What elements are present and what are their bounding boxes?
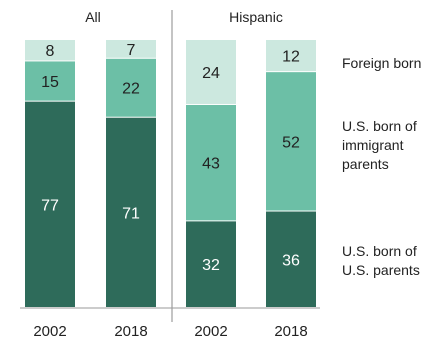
- x-tick-label-hispanic-2002: 2002: [194, 323, 227, 340]
- data-label-all-2002-u-s-born-of-immigrant-parents: 15: [41, 74, 59, 91]
- legend-label-u-s-born-of-immigrant-parents-line-3: parents: [342, 156, 389, 172]
- bar-segment-all-2018-u-s-born-of-immigrant-parents: [106, 58, 156, 117]
- bar-segment-all-2018-foreign-born: [106, 40, 156, 58]
- bar-segment-hispanic-2018-u-s-born-of-immigrant-parents: [266, 72, 316, 211]
- data-label-hispanic-2018-u-s-born-of-immigrant-parents: 52: [282, 134, 300, 151]
- bar-segment-hispanic-2002-u-s-born-of-u-s-parents: [186, 221, 236, 307]
- bar-segment-hispanic-2018-u-s-born-of-u-s-parents: [266, 211, 316, 307]
- panel-title-hispanic: Hispanic: [229, 9, 283, 25]
- data-label-all-2002-foreign-born: 8: [46, 43, 55, 60]
- data-label-all-2018-u-s-born-of-u-s-parents: 71: [122, 205, 140, 222]
- data-label-hispanic-2018-foreign-born: 12: [282, 49, 300, 66]
- bar-segment-all-2018-u-s-born-of-u-s-parents: [106, 117, 156, 307]
- data-label-all-2018-u-s-born-of-immigrant-parents: 22: [122, 81, 140, 98]
- data-label-all-2002-u-s-born-of-u-s-parents: 77: [41, 197, 59, 214]
- legend-label-foreign-born-line-1: Foreign born: [342, 55, 421, 71]
- x-tick-label-hispanic-2018: 2018: [274, 323, 307, 340]
- bar-segment-hispanic-2018-foreign-born: [266, 40, 316, 72]
- bar-segment-all-2002-u-s-born-of-u-s-parents: [25, 101, 75, 307]
- data-label-all-2018-foreign-born: 7: [127, 42, 136, 59]
- legend-label-u-s-born-of-immigrant-parents-line-1: U.S. born of: [342, 118, 417, 134]
- x-tick-label-all-2002: 2002: [33, 323, 66, 340]
- legend-label-u-s-born-of-immigrant-parents-line-2: immigrant: [342, 137, 404, 153]
- data-label-hispanic-2002-u-s-born-of-immigrant-parents: 43: [202, 156, 220, 173]
- legend-label-u-s-born-of-u-s-parents-line-2: U.S. parents: [342, 262, 420, 278]
- bar-segment-hispanic-2002-foreign-born: [186, 40, 236, 104]
- data-label-hispanic-2002-u-s-born-of-u-s-parents: 32: [202, 257, 220, 274]
- data-label-hispanic-2018-u-s-born-of-u-s-parents: 36: [282, 252, 300, 269]
- data-label-hispanic-2002-foreign-born: 24: [202, 65, 220, 82]
- bar-segment-all-2002-u-s-born-of-immigrant-parents: [25, 61, 75, 101]
- legend-label-u-s-born-of-u-s-parents-line-1: U.S. born of: [342, 243, 417, 259]
- bar-segment-all-2002-foreign-born: [25, 40, 75, 61]
- bar-segment-hispanic-2002-u-s-born-of-immigrant-parents: [186, 104, 236, 221]
- x-tick-label-all-2018: 2018: [114, 323, 147, 340]
- panel-title-all: All: [85, 9, 101, 25]
